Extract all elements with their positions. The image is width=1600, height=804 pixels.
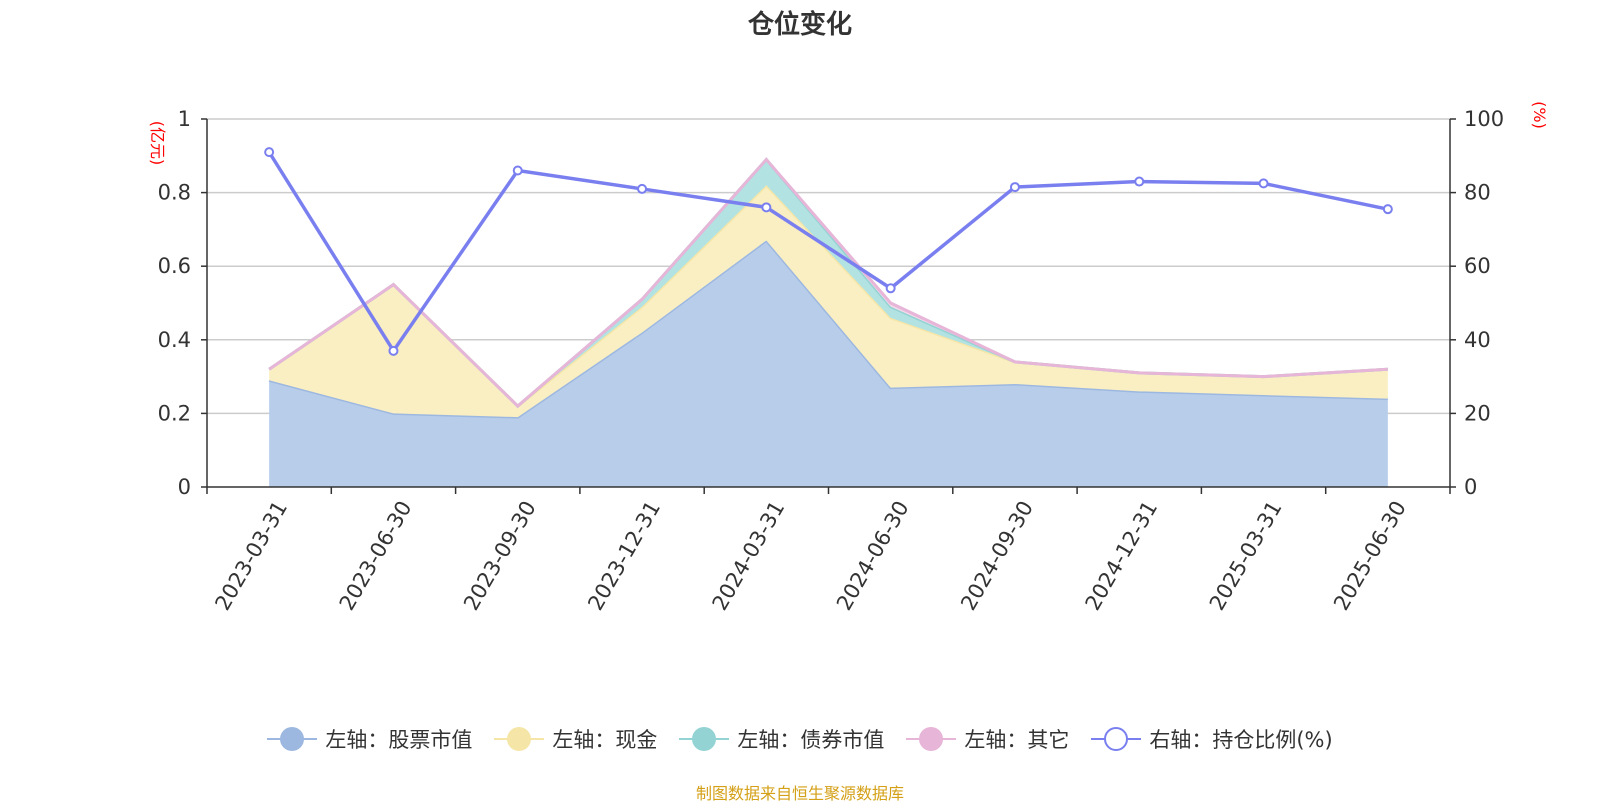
line-point xyxy=(388,345,399,356)
line-point xyxy=(1382,204,1393,215)
chart-title: 仓位变化 xyxy=(747,10,852,40)
legend-label: 左轴：股票市值 xyxy=(325,728,473,752)
x-tick-label: 2023-03-31 xyxy=(210,497,292,615)
legend-symbol-icon xyxy=(679,727,730,751)
left-tick-label: 1 xyxy=(178,107,191,131)
line-point xyxy=(512,165,523,176)
legend-label: 左轴：现金 xyxy=(552,728,658,752)
legend-symbol-icon xyxy=(906,727,957,751)
legend-symbol-icon xyxy=(494,727,545,751)
legend-symbol-icon xyxy=(1091,727,1142,751)
area-左轴：股票市值 xyxy=(269,240,1388,487)
x-tick-label: 2023-12-31 xyxy=(583,497,665,615)
left-tick-label: 0.4 xyxy=(158,328,191,352)
left-axis-unit: (亿元) xyxy=(148,121,167,166)
legend-item[interactable]: 右轴：持仓比例(%) xyxy=(1091,724,1333,754)
legend: 左轴：股票市值 左轴：现金 左轴：债券市值 左轴：其它 右轴：持仓比例(%) xyxy=(0,724,1600,754)
line-point xyxy=(1134,176,1145,187)
area-series xyxy=(268,157,1388,487)
x-tick-label: 2024-12-31 xyxy=(1081,497,1163,615)
right-tick-label: 100 xyxy=(1464,107,1504,131)
line-point xyxy=(637,183,648,194)
left-tick-label: 0.2 xyxy=(158,401,191,425)
legend-label: 右轴：持仓比例(%) xyxy=(1149,728,1333,752)
legend-item[interactable]: 左轴：现金 xyxy=(494,724,657,754)
x-tick-label: 2023-09-30 xyxy=(459,497,541,615)
right-tick-label: 40 xyxy=(1464,328,1491,352)
right-tick-label: 0 xyxy=(1464,475,1477,499)
legend-item[interactable]: 左轴：股票市值 xyxy=(267,724,472,754)
right-tick-label: 80 xyxy=(1464,181,1491,205)
line-series xyxy=(264,147,1393,356)
right-axis-unit: (%) xyxy=(1530,101,1549,129)
legend-item[interactable]: 左轴：其它 xyxy=(906,724,1069,754)
line-point xyxy=(885,283,896,294)
area-左轴：现金 xyxy=(269,185,1388,418)
area-edge-左轴：其它 xyxy=(268,157,1388,409)
legend-label: 左轴：债券市值 xyxy=(737,728,885,752)
line-point xyxy=(1009,182,1020,193)
legend-label: 左轴：其它 xyxy=(964,728,1070,752)
line-point xyxy=(761,202,772,213)
line-右轴：持仓比例(%) xyxy=(267,151,1389,355)
legend-item[interactable]: 左轴：债券市值 xyxy=(679,724,884,754)
x-tick-label: 2023-06-30 xyxy=(335,497,417,615)
data-source-note: 制图数据来自恒生聚源数据库 xyxy=(695,784,904,803)
x-tick-label: 2025-06-30 xyxy=(1329,497,1411,615)
line-point xyxy=(264,147,275,158)
left-tick-label: 0.8 xyxy=(158,181,191,205)
line-point xyxy=(1258,178,1269,189)
x-tick-label: 2024-03-31 xyxy=(708,497,790,615)
legend-symbol-icon xyxy=(267,727,318,751)
x-tick-label: 2024-06-30 xyxy=(832,497,914,615)
x-tick-label: 2024-09-30 xyxy=(956,497,1038,615)
left-tick-label: 0 xyxy=(178,475,191,499)
x-tick-label: 2025-03-31 xyxy=(1205,497,1287,615)
right-tick-label: 20 xyxy=(1464,401,1491,425)
right-tick-label: 60 xyxy=(1464,254,1491,278)
left-tick-label: 0.6 xyxy=(158,254,191,278)
